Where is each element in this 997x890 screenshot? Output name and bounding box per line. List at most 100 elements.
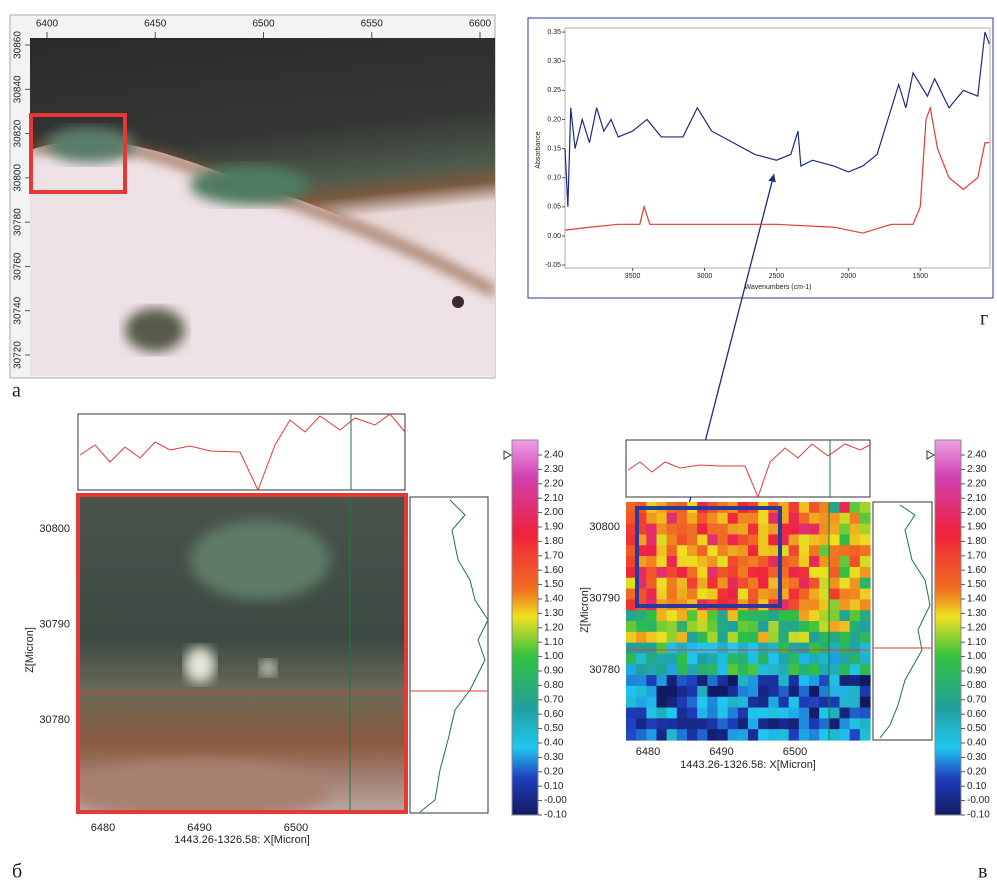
colorbar-label: 0.40 bbox=[544, 738, 564, 749]
map-cell bbox=[727, 577, 739, 590]
map-cell bbox=[687, 675, 698, 687]
y-tick-label: 0.05 bbox=[547, 204, 561, 211]
map-cell bbox=[717, 707, 729, 719]
map-cell bbox=[829, 621, 841, 633]
colorbar-label: 1.80 bbox=[967, 536, 987, 547]
map-cell bbox=[727, 545, 739, 557]
map-cell bbox=[829, 642, 841, 655]
colorbar-label: 1.70 bbox=[967, 550, 987, 561]
colorbar-label: 0.20 bbox=[544, 766, 564, 777]
map-cell bbox=[626, 610, 637, 622]
map-cell bbox=[666, 621, 678, 633]
map-cell bbox=[819, 729, 830, 741]
map-cell bbox=[788, 729, 800, 741]
colorbar bbox=[934, 439, 962, 816]
map-cell bbox=[778, 577, 790, 590]
map-cell bbox=[839, 675, 851, 687]
profile-line bbox=[419, 499, 489, 813]
map-cell bbox=[666, 642, 678, 655]
map-cell bbox=[798, 577, 810, 590]
map-cell bbox=[707, 718, 719, 730]
map-cell bbox=[768, 577, 780, 590]
map-cell bbox=[626, 653, 637, 665]
map-cell bbox=[727, 653, 739, 665]
map-cell bbox=[839, 512, 851, 525]
colorbar-label: 1.30 bbox=[967, 608, 987, 619]
map-cell bbox=[676, 631, 688, 644]
map-cell bbox=[636, 631, 647, 644]
x-tick-label: 6450 bbox=[144, 19, 167, 30]
map-cell bbox=[788, 545, 800, 557]
map-cell bbox=[778, 729, 790, 741]
map-cell bbox=[778, 642, 790, 655]
map-cell bbox=[646, 610, 658, 622]
map-cell bbox=[839, 545, 851, 557]
map-cell bbox=[666, 653, 678, 665]
map-cell bbox=[707, 642, 719, 655]
map-cell bbox=[687, 556, 698, 568]
map-cell bbox=[849, 610, 861, 622]
map-cell bbox=[656, 696, 668, 709]
y-axis-label: Z[Micron] bbox=[579, 587, 591, 633]
map-cell bbox=[707, 577, 719, 590]
map-cell bbox=[809, 588, 820, 600]
map-cell bbox=[666, 534, 678, 546]
map-cell bbox=[778, 512, 790, 525]
y-tick-label: 0.15 bbox=[547, 145, 561, 152]
map-cell bbox=[646, 523, 658, 536]
y-tick-label: 30760 bbox=[13, 252, 24, 280]
map-cell bbox=[829, 707, 841, 719]
map-cell bbox=[788, 631, 800, 644]
map-cell bbox=[859, 610, 871, 622]
y-tick-label: 0.30 bbox=[547, 58, 561, 65]
y-tick-label: 30780 bbox=[589, 664, 620, 676]
map-cell bbox=[626, 588, 637, 600]
map-cell bbox=[676, 610, 688, 622]
map-cell bbox=[768, 707, 780, 719]
colorbar-label: -0.10 bbox=[544, 810, 567, 821]
map-cell bbox=[849, 502, 861, 514]
map-cell bbox=[707, 610, 719, 622]
map-cell bbox=[778, 631, 790, 644]
map-cell bbox=[768, 534, 780, 546]
map-cell bbox=[839, 729, 851, 741]
map-cell bbox=[839, 718, 851, 730]
x-tick-label: 2500 bbox=[769, 273, 785, 280]
x-tick-label: 6480 bbox=[91, 822, 115, 834]
map-cell bbox=[819, 610, 830, 622]
map-cell bbox=[676, 545, 688, 557]
colorbar-label: 2.20 bbox=[967, 478, 987, 489]
map-cell bbox=[819, 556, 830, 568]
map-cell bbox=[727, 642, 739, 655]
x-axis-label: 1443.26-1326.58: X[Micron] bbox=[174, 834, 310, 846]
map-cell bbox=[636, 685, 647, 698]
map-cell bbox=[666, 512, 678, 525]
map-cell bbox=[636, 707, 647, 719]
map-cell bbox=[839, 502, 851, 514]
map-cell bbox=[737, 534, 749, 546]
map-cell bbox=[717, 534, 729, 546]
map-cell bbox=[778, 707, 790, 719]
colorbar-label: 2.10 bbox=[967, 493, 987, 504]
map-cell bbox=[697, 523, 708, 536]
map-cell bbox=[819, 502, 830, 514]
map-cell bbox=[687, 631, 698, 644]
map-cell bbox=[656, 534, 668, 546]
map-cell bbox=[727, 534, 739, 546]
map-cell bbox=[737, 512, 749, 525]
map-cell bbox=[626, 523, 637, 536]
map-cell bbox=[809, 729, 820, 741]
map-cell bbox=[666, 523, 678, 536]
panel-v: 1443.26-1326.58: X[Micron] Z[Micron] в bbox=[579, 439, 987, 883]
colorbar-label: 1.60 bbox=[967, 565, 987, 576]
map-cell bbox=[829, 718, 841, 730]
map-cell bbox=[737, 675, 749, 687]
map-cell bbox=[676, 664, 688, 676]
map-cell bbox=[788, 675, 800, 687]
map-cell bbox=[697, 545, 708, 557]
colorbar-label: 1.90 bbox=[967, 522, 987, 533]
map-cell bbox=[798, 642, 810, 655]
map-cell bbox=[656, 653, 668, 665]
profile-line bbox=[79, 413, 406, 492]
map-cell bbox=[727, 588, 739, 600]
